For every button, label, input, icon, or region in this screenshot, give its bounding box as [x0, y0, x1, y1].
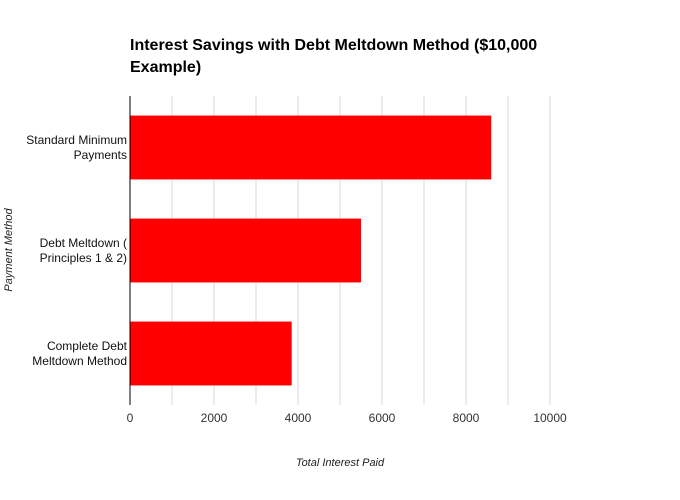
x-tick-label: 10000: [533, 411, 567, 425]
bar: [130, 115, 492, 180]
category-label-line: Complete Debt: [47, 339, 128, 353]
x-tick-label: 4000: [285, 411, 312, 425]
bar: [130, 218, 361, 283]
category-label: Debt Meltdown (Principles 1 & 2): [40, 236, 127, 265]
category-label: Standard Minimum Payments: [26, 133, 127, 162]
category-label-line: Standard Minimum: [26, 133, 127, 147]
category-label-line: Payments: [74, 148, 127, 162]
bar: [130, 321, 292, 386]
category-label-line: Debt Meltdown (: [40, 236, 127, 250]
x-tick-labels: 0 2000 4000 6000 8000 10000: [127, 411, 567, 425]
category-label: Complete Debt Meltdown Method: [32, 339, 127, 368]
x-tick-label: 2000: [201, 411, 228, 425]
category-label-line: Meltdown Method: [32, 354, 127, 368]
x-tick-label: 0: [127, 411, 134, 425]
chart-title: Interest Savings with Debt Meltdown Meth…: [130, 37, 538, 76]
x-axis-title: Total Interest Paid: [296, 457, 385, 469]
x-tick-label: 6000: [369, 411, 396, 425]
y-axis-title: Payment Method: [3, 208, 15, 292]
x-tick-label: 8000: [453, 411, 480, 425]
bars: [130, 115, 492, 386]
category-label-line: Principles 1 & 2): [40, 251, 127, 265]
